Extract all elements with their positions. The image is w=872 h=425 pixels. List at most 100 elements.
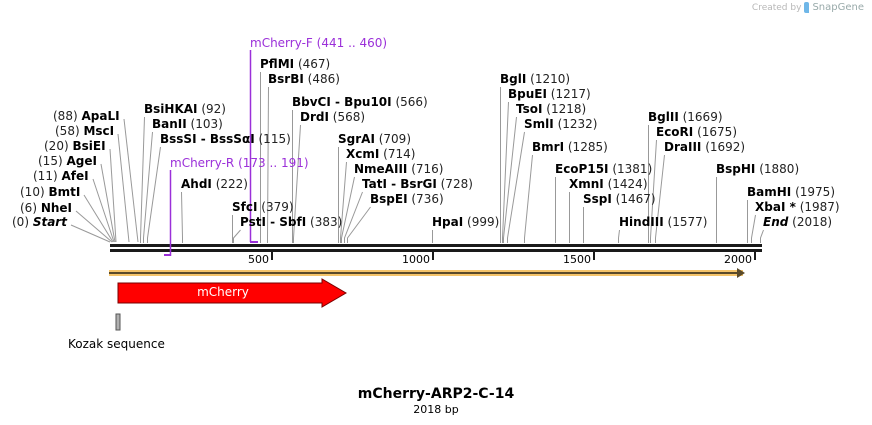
site-label-ecop15i[interactable]: EcoP15I (1381): [555, 162, 652, 176]
site-label-tsoi[interactable]: TsoI (1218): [516, 102, 586, 116]
site-position: (1210): [530, 72, 571, 86]
site-label-pflmi[interactable]: PflMI (467): [260, 57, 330, 71]
site-name: BpuEI: [508, 87, 547, 101]
site-name: BglI: [500, 72, 527, 86]
primer-mcherry-r[interactable]: [164, 170, 172, 256]
site-label-nmeaiii[interactable]: NmeAIII (716): [354, 162, 443, 176]
site-label-xbai-[interactable]: XbaI * (1987): [755, 200, 840, 214]
site-position: (1577): [667, 215, 708, 229]
site-label-bsssi-bsss-i[interactable]: BssSI - BssSαI (115): [160, 132, 291, 146]
site-label-sfci[interactable]: SfcI (379): [232, 200, 294, 214]
primer-name: mCherry-F: [250, 36, 313, 50]
scale-tick-label: 500: [248, 253, 269, 266]
site-position: (999): [467, 215, 500, 229]
site-label-afei[interactable]: (11) AfeI: [33, 169, 89, 183]
site-position: (58): [55, 124, 80, 138]
site-label-bmti[interactable]: (10) BmtI: [20, 185, 80, 199]
site-name: DraIII: [664, 140, 702, 154]
site-label-psti-sbfi[interactable]: PstI - SbfI (383): [240, 215, 342, 229]
site-label-apali[interactable]: (88) ApaLI: [53, 109, 120, 123]
site-label-bbvci-bpu10i[interactable]: BbvCI - Bpu10I (566): [292, 95, 428, 109]
site-label-xcmi[interactable]: XcmI (714): [346, 147, 415, 161]
mcherry-feature-arrow[interactable]: [117, 278, 347, 308]
site-label-tati-bsrgi[interactable]: TatI - BsrGI (728): [362, 177, 473, 191]
kozak-feature[interactable]: [115, 313, 121, 331]
site-name: AfeI: [61, 169, 89, 183]
site-position: (467): [297, 57, 331, 71]
site-position: (728): [440, 177, 473, 191]
site-label-xmni[interactable]: XmnI (1424): [569, 177, 648, 191]
site-name: XcmI: [346, 147, 380, 161]
site-position: (10): [20, 185, 45, 199]
site-position: (92): [201, 102, 226, 116]
site-name: BssSI - BssSαI: [160, 132, 255, 146]
site-label-nhei[interactable]: (6) NheI: [20, 201, 72, 215]
site-label-bsiei[interactable]: (20) BsiEI: [44, 139, 106, 153]
site-label-bglii[interactable]: BglII (1669): [648, 110, 723, 124]
site-position: (2018): [792, 215, 833, 229]
site-position: (716): [411, 162, 444, 176]
site-name: DrdI: [300, 110, 329, 124]
site-label-start[interactable]: (0) Start: [12, 215, 67, 229]
site-label-bsrbi[interactable]: BsrBI (486): [268, 72, 340, 86]
site-name: BsiEI: [72, 139, 106, 153]
site-label-bsphi[interactable]: BspHI (1880): [716, 162, 799, 176]
site-name: ApaLI: [81, 109, 120, 123]
primer-mcherry-f[interactable]: [249, 50, 258, 243]
credit-brand: SnapGene: [812, 2, 864, 13]
orf-arrow: [109, 268, 745, 278]
site-position: (383): [310, 215, 343, 229]
site-label-drdi[interactable]: DrdI (568): [300, 110, 365, 124]
primer-range: (173 .. 191): [238, 156, 309, 170]
site-position: (15): [38, 154, 63, 168]
site-name: SfcI: [232, 200, 258, 214]
site-position: (11): [33, 169, 58, 183]
primer-name: mCherry-R: [170, 156, 235, 170]
site-name: MscI: [83, 124, 115, 138]
site-label-bspei[interactable]: BspEI (736): [370, 192, 444, 206]
site-name: NheI: [40, 201, 73, 215]
site-label-ahdi[interactable]: AhdI (222): [181, 177, 248, 191]
snapgene-logo-icon: [804, 2, 810, 13]
site-name: BspEI: [370, 192, 408, 206]
site-label-draiii[interactable]: DraIII (1692): [664, 140, 745, 154]
site-name: NmeAIII: [354, 162, 408, 176]
site-label-hpai[interactable]: HpaI (999): [432, 215, 499, 229]
site-position: (88): [53, 109, 78, 123]
site-position: (1424): [607, 177, 648, 191]
site-name: HpaI: [432, 215, 464, 229]
site-label-bmri[interactable]: BmrI (1285): [532, 140, 608, 154]
site-position: (1975): [795, 185, 835, 199]
site-position: (1285): [567, 140, 608, 154]
site-name: BmtI: [48, 185, 81, 199]
site-position: (222): [215, 177, 248, 191]
site-name: BamHI: [747, 185, 792, 199]
site-name: SspI: [583, 192, 612, 206]
site-name: EcoP15I: [555, 162, 609, 176]
site-label-bsihkai[interactable]: BsiHKAI (92): [144, 102, 226, 116]
site-label-hindiii[interactable]: HindIII (1577): [619, 215, 707, 229]
site-label-agei[interactable]: (15) AgeI: [38, 154, 97, 168]
site-position: (566): [395, 95, 428, 109]
site-label-sgrai[interactable]: SgrAI (709): [338, 132, 411, 146]
site-name: PstI - SbfI: [240, 215, 307, 229]
site-name: BsiHKAI: [144, 102, 198, 116]
primer-label-mcherry-f[interactable]: mCherry-F (441 .. 460): [250, 36, 387, 50]
plasmid-title: mCherry-ARP2-C-14: [357, 386, 515, 402]
credit-prefix: Created by: [751, 2, 802, 13]
site-label-sspi[interactable]: SspI (1467): [583, 192, 656, 206]
site-position: (379): [261, 200, 294, 214]
site-name: BanII: [152, 117, 187, 131]
primer-label-mcherry-r[interactable]: mCherry-R (173 .. 191): [170, 156, 309, 170]
site-label-smli[interactable]: SmlI (1232): [524, 117, 597, 131]
site-label-bamhi[interactable]: BamHI (1975): [747, 185, 835, 199]
site-label-banii[interactable]: BanII (103): [152, 117, 223, 131]
site-name: EcoRI: [656, 125, 694, 139]
site-label-end[interactable]: End (2018): [763, 215, 832, 229]
site-label-bgli[interactable]: BglI (1210): [500, 72, 570, 86]
site-label-bpuei[interactable]: BpuEI (1217): [508, 87, 591, 101]
site-name: HindIII: [619, 215, 664, 229]
site-label-ecori[interactable]: EcoRI (1675): [656, 125, 737, 139]
site-label-msci[interactable]: (58) MscI: [55, 124, 114, 138]
